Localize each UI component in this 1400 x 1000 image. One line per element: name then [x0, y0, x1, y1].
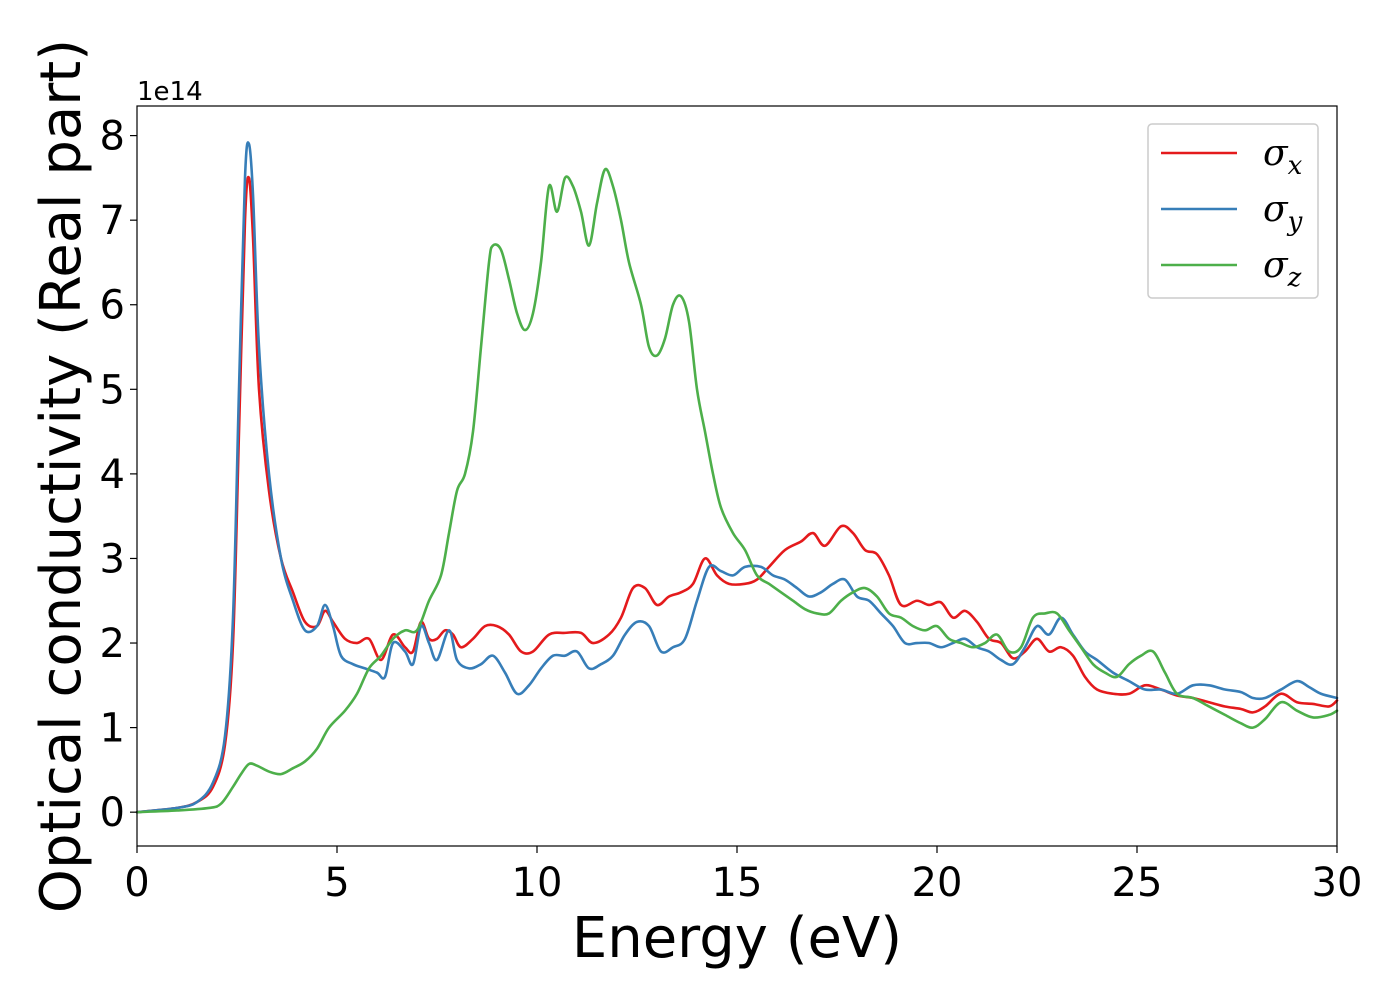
series-layer — [135, 141, 1339, 814]
legend-frame — [1147, 123, 1319, 299]
y-axis-label: Optical conductivity (Real part) — [29, 39, 94, 913]
series-line-x — [135, 175, 1339, 814]
legend-label-x: σx — [1263, 133, 1303, 181]
x-axis: 0 5 10 15 20 25 30 — [124, 846, 1362, 906]
y-tick-label: 4 — [100, 452, 125, 498]
legend: σx σy σz — [1147, 123, 1319, 299]
y-tick-label: 1 — [100, 706, 125, 752]
y-tick-label: 3 — [100, 536, 125, 582]
x-tick-label: 15 — [712, 860, 763, 906]
x-tick-label: 20 — [912, 860, 963, 906]
y-tick-label: 5 — [100, 367, 125, 413]
y-tick-label: 8 — [100, 114, 125, 160]
y-offset-label: 1e14 — [137, 77, 203, 107]
series-line-z — [135, 167, 1339, 814]
y-tick-label: 7 — [100, 198, 125, 244]
y-axis: 0 1 2 3 4 5 6 7 8 — [100, 114, 137, 836]
y-tick-label: 0 — [100, 790, 125, 836]
y-tick-label: 2 — [100, 621, 125, 667]
x-axis-label: Energy (eV) — [572, 906, 902, 971]
y-tick-label: 6 — [100, 283, 125, 329]
x-tick-label: 5 — [324, 860, 349, 906]
legend-label-z: σz — [1263, 245, 1302, 293]
x-tick-label: 30 — [1312, 860, 1363, 906]
x-tick-label: 25 — [1112, 860, 1163, 906]
x-tick-label: 0 — [124, 860, 149, 906]
legend-label-y: σy — [1263, 189, 1303, 237]
x-tick-label: 10 — [512, 860, 563, 906]
